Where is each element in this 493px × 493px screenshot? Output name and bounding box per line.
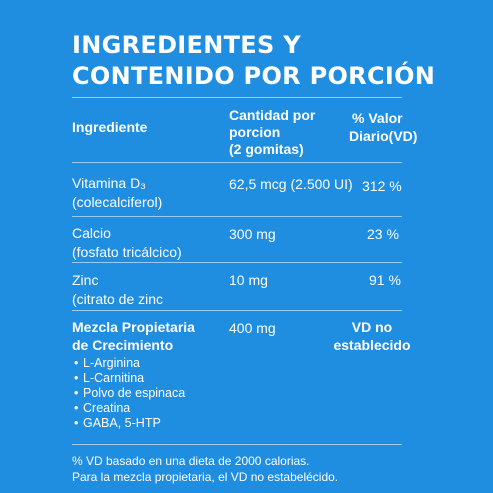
bullet-glyph: • xyxy=(74,401,79,415)
row-4-dv: VD no establecido xyxy=(329,318,415,354)
table-row-name: Zinc (citrato de zinc xyxy=(72,271,163,309)
list-item: • Polvo de espinaca xyxy=(74,386,186,400)
bullet-glyph: • xyxy=(74,371,79,385)
header-ingredient: Ingrediente xyxy=(72,119,148,135)
page-title: INGREDIENTES Y CONTENIDO POR PORCIÓN xyxy=(72,30,435,92)
table-row-name: Calcio (fosfato tricálcico) xyxy=(72,224,182,262)
blend-ingredient-list: • L-Arginina • L-Carnitina • Polvo de espin… xyxy=(74,356,185,431)
row-3-dv: 91 % xyxy=(369,272,401,288)
header-dv-line-2: Diario(VD) xyxy=(349,128,418,144)
table-row-name: Mezcla Propietaria de Crecimiento xyxy=(72,318,195,354)
row-3-amount: 10 mg xyxy=(229,272,268,288)
divider-header xyxy=(72,162,402,163)
title-line-1: INGREDIENTES Y xyxy=(72,31,301,59)
header-amount-line-3: (2 gomitas) xyxy=(229,141,304,157)
row-4-dv-line-2: establecido xyxy=(333,337,411,353)
header-amount-line-1: Cantidad por xyxy=(229,107,316,123)
footnote: % VD basado en una dieta de 2000 caloria… xyxy=(72,453,338,485)
divider-top xyxy=(72,97,402,98)
row-2-dv: 23 % xyxy=(367,226,399,242)
header-dv-line-1: % Valor xyxy=(352,110,403,126)
row-3-name-line-1: Zinc xyxy=(72,272,99,288)
row-1-name-line-1: Vitamina D₃ xyxy=(72,175,146,191)
footnote-line-2: Para la mezcla propietaria, el VD no est… xyxy=(72,470,339,484)
row-4-name-line-1: Mezcla Propietaria xyxy=(72,319,195,335)
row-4-amount: 400 mg xyxy=(229,320,276,336)
title-line-2: CONTENIDO POR PORCIÓN xyxy=(72,62,436,90)
bullet-glyph: • xyxy=(74,416,79,430)
row-4-name-line-2: de Crecimiento xyxy=(72,337,174,353)
row-1-amount: 62,5 mcg (2.500 UI) xyxy=(229,176,353,192)
row-2-name-line-2: (fosfato tricálcico) xyxy=(72,244,182,260)
list-item: • L-Arginina xyxy=(74,356,140,370)
list-item: • Creatina xyxy=(74,401,131,415)
bullet-glyph: • xyxy=(74,356,79,370)
list-item: • GABA, 5-HTP xyxy=(74,416,161,430)
header-amount: Cantidad por porcion (2 gomitas) xyxy=(229,107,315,158)
row-2-name-line-1: Calcio xyxy=(72,225,111,241)
footnote-line-1: % VD basado en una dieta de 2000 caloria… xyxy=(72,454,310,468)
divider-row-3 xyxy=(72,310,402,311)
bullet-glyph: • xyxy=(74,386,79,400)
divider-row-2 xyxy=(72,262,402,263)
header-daily-value: % Valor Diario(VD) xyxy=(349,109,417,145)
list-item: • L-Carnitina xyxy=(74,371,145,385)
header-amount-line-2: porcion xyxy=(229,124,281,140)
row-2-amount: 300 mg xyxy=(229,226,276,242)
divider-row-1 xyxy=(72,216,402,217)
divider-bottom xyxy=(72,444,402,445)
row-4-dv-line-1: VD no xyxy=(351,319,393,335)
row-1-dv: 312 % xyxy=(362,178,402,194)
table-row-name: Vitamina D₃ (colecalciferol) xyxy=(72,174,162,212)
row-1-name-line-2: (colecalciferol) xyxy=(72,194,163,210)
row-3-name-line-2: (citrato de zinc xyxy=(72,291,164,307)
